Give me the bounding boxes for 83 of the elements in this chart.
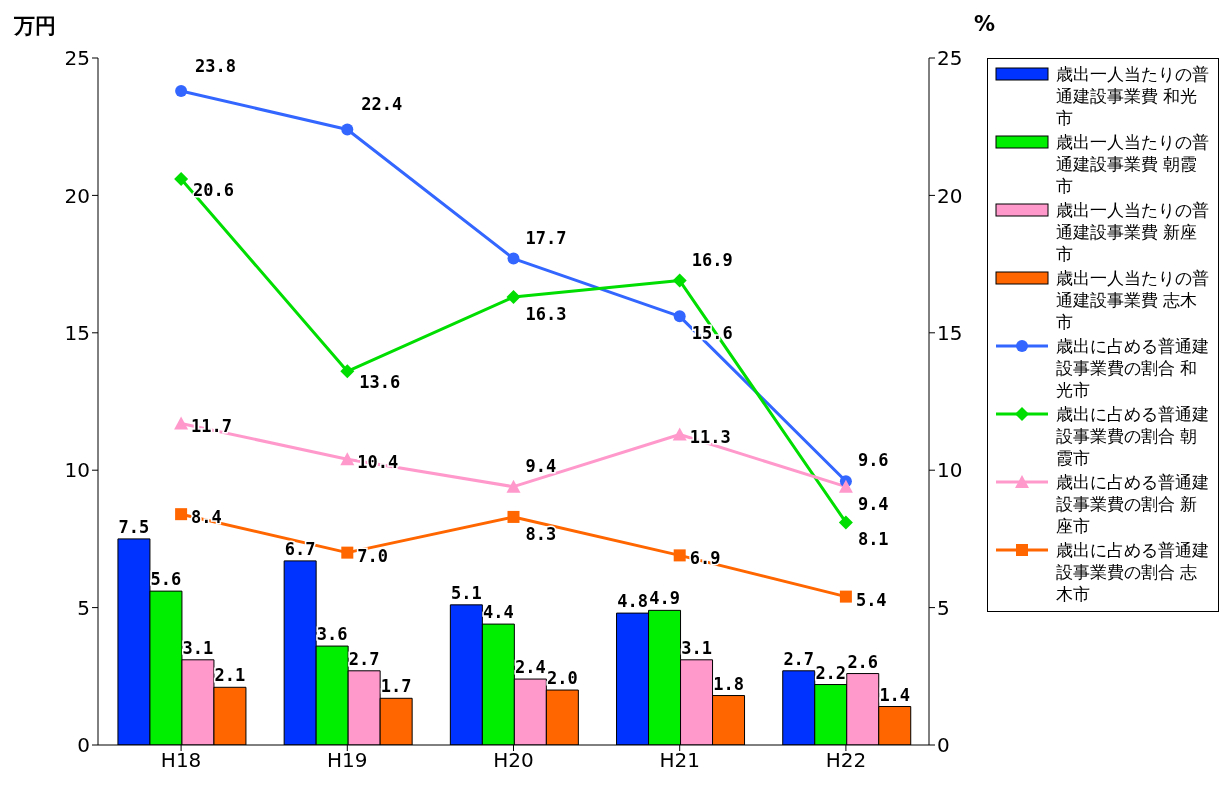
data-label: 1.8: [713, 673, 744, 694]
data-label: 1.7: [380, 676, 412, 697]
legend-label: 歳出に占める普通建設事業費の割合 新座市: [1056, 471, 1210, 537]
data-label: 22.4: [361, 94, 403, 115]
data-label: 8.1: [857, 529, 889, 550]
legend-label: 歳出に占める普通建設事業費の割合 和光市: [1056, 335, 1210, 401]
point: [175, 508, 188, 521]
data-label: 3.1: [182, 637, 214, 658]
point: [175, 84, 188, 97]
y-tick-label: 0: [77, 733, 90, 758]
data-label: 7.0: [357, 545, 389, 566]
legend-label: 歳出一人当たりの普通建設事業費 志木市: [1056, 267, 1210, 333]
data-label: 20.6: [193, 179, 235, 200]
x-tick-label: H19: [327, 748, 368, 773]
x-tick-label: H22: [825, 748, 867, 773]
data-label: 5.4: [855, 589, 887, 610]
y-tick-label: 25: [64, 46, 90, 71]
y2-axis-title: %: [974, 12, 996, 36]
legend-label: 歳出一人当たりの普通建設事業費 新座市: [1056, 199, 1210, 265]
data-label: 1.4: [879, 684, 911, 705]
x-tick-label: H21: [659, 748, 700, 773]
data-label: 10.4: [357, 452, 399, 473]
point: [839, 590, 852, 603]
data-label: 2.4: [514, 657, 546, 678]
point: [341, 123, 354, 136]
y-tick-label: 20: [64, 183, 90, 208]
data-label: 4.8: [617, 591, 648, 612]
point: [672, 273, 687, 288]
data-label: 9.4: [857, 493, 889, 514]
point: [341, 546, 354, 559]
data-label: 3.6: [316, 624, 348, 645]
point: [340, 452, 355, 466]
data-label: 9.6: [857, 450, 889, 471]
data-label: 23.8: [195, 55, 237, 76]
data-label: 16.3: [525, 304, 567, 325]
legend-label: 歳出に占める普通建設事業費の割合 志木市: [1056, 539, 1210, 605]
x-tick-label: H20: [493, 748, 534, 773]
y2-tick-label: 20: [937, 183, 963, 208]
data-label: 4.9: [649, 588, 680, 609]
y-tick-label: 10: [64, 458, 90, 483]
y-tick-label: 5: [77, 595, 90, 620]
point: [507, 510, 520, 523]
data-label: 6.7: [284, 538, 316, 559]
data-label: 2.7: [348, 648, 380, 669]
point: [340, 364, 355, 379]
data-label: 2.1: [214, 665, 246, 686]
data-label: 2.7: [783, 648, 815, 669]
point: [506, 479, 521, 493]
y2-tick-label: 0: [937, 733, 950, 758]
data-label: 4.4: [482, 602, 514, 623]
data-label: 8.3: [525, 523, 557, 544]
legend-label: 歳出に占める普通建設事業費の割合 朝霞市: [1056, 403, 1210, 469]
y2-tick-label: 25: [937, 46, 963, 71]
y-tick-label: 15: [64, 320, 90, 345]
data-label: 9.4: [525, 455, 557, 476]
y2-tick-label: 10: [937, 458, 963, 483]
point: [672, 427, 687, 441]
data-label: 17.7: [525, 227, 567, 248]
legend-label: 歳出一人当たりの普通建設事業費 和光市: [1056, 63, 1210, 129]
data-label: 13.6: [359, 372, 401, 393]
data-label: 2.6: [847, 651, 879, 672]
y2-tick-label: 15: [937, 320, 963, 345]
x-tick-label: H18: [160, 748, 202, 773]
data-label: 11.3: [689, 427, 731, 448]
data-label: 3.1: [681, 637, 712, 658]
y2-tick-label: 5: [937, 595, 950, 620]
legend-label: 歳出一人当たりの普通建設事業費 朝霞市: [1056, 131, 1210, 197]
data-label: 2.0: [546, 668, 578, 689]
data-label: 5.1: [450, 582, 482, 603]
data-label: 2.2: [815, 662, 847, 683]
point: [838, 479, 853, 493]
point: [673, 549, 686, 562]
data-label: 5.6: [150, 569, 182, 590]
point: [174, 171, 189, 186]
point: [506, 290, 521, 305]
y-axis-title: 万円: [14, 13, 56, 40]
point: [673, 310, 686, 323]
data-label: 11.7: [191, 416, 233, 437]
point: [174, 416, 189, 430]
point: [838, 515, 853, 530]
point: [507, 252, 520, 265]
data-label: 7.5: [118, 516, 150, 537]
data-label: 16.9: [691, 249, 733, 270]
